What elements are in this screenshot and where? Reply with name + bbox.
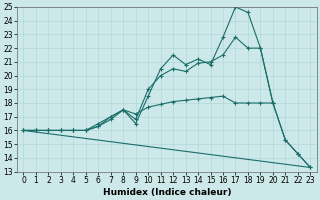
- X-axis label: Humidex (Indice chaleur): Humidex (Indice chaleur): [103, 188, 231, 197]
